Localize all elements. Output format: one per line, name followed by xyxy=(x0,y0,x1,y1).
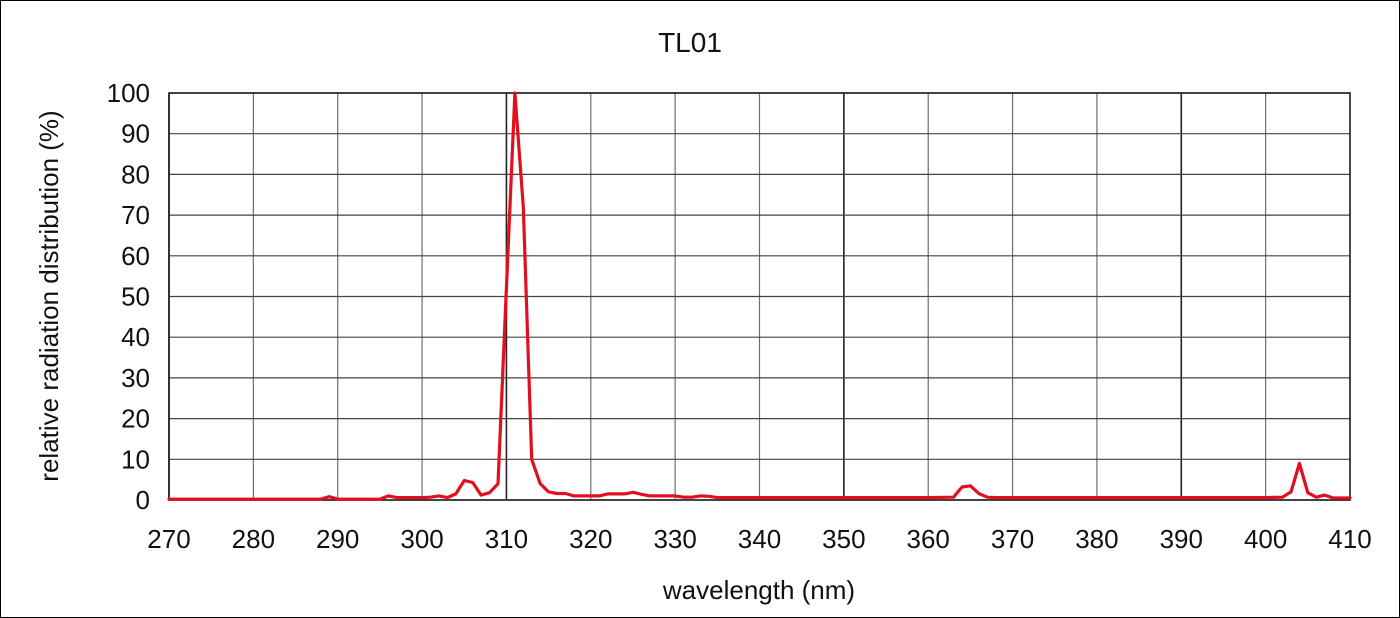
series-group xyxy=(167,91,1352,501)
x-tick-label: 360 xyxy=(907,524,950,554)
x-tick-label: 400 xyxy=(1244,524,1287,554)
y-tick-label: 10 xyxy=(121,444,150,474)
y-tick-label: 70 xyxy=(121,200,150,230)
x-axis-label: wavelength (nm) xyxy=(662,575,855,605)
x-tick-label: 350 xyxy=(822,524,865,554)
y-tick-label: 100 xyxy=(107,78,150,108)
chart-title: TL01 xyxy=(658,27,722,58)
y-tick-label: 90 xyxy=(121,119,150,149)
y-tick-label: 40 xyxy=(121,322,150,352)
x-tick-label: 320 xyxy=(569,524,612,554)
x-tick-label: 390 xyxy=(1160,524,1203,554)
y-tick-label: 30 xyxy=(121,363,150,393)
y-tick-labels: 0 10 20 30 40 50 60 70 80 90 100 xyxy=(107,78,150,515)
y-tick-label: 80 xyxy=(121,159,150,189)
x-tick-label: 310 xyxy=(485,524,528,554)
x-tick-label: 300 xyxy=(400,524,443,554)
x-tick-label: 280 xyxy=(232,524,275,554)
y-tick-label: 0 xyxy=(136,485,150,515)
series-line xyxy=(167,91,1352,501)
x-tick-label: 330 xyxy=(653,524,696,554)
y-tick-label: 20 xyxy=(121,404,150,434)
x-tick-label: 340 xyxy=(738,524,781,554)
x-tick-label: 290 xyxy=(316,524,359,554)
x-tick-label: 410 xyxy=(1328,524,1371,554)
x-tick-labels: 270 280 290 300 310 320 330 340 350 360 370 380 390 4… xyxy=(147,524,1371,554)
y-axis-label: relative radiation distribution (%) xyxy=(34,110,64,481)
grid xyxy=(168,92,1351,501)
x-tick-label: 370 xyxy=(991,524,1034,554)
y-tick-label: 50 xyxy=(121,282,150,312)
x-tick-label: 380 xyxy=(1075,524,1118,554)
y-tick-label: 60 xyxy=(121,241,150,271)
x-tick-label: 270 xyxy=(147,524,190,554)
plot-border xyxy=(168,92,1351,501)
